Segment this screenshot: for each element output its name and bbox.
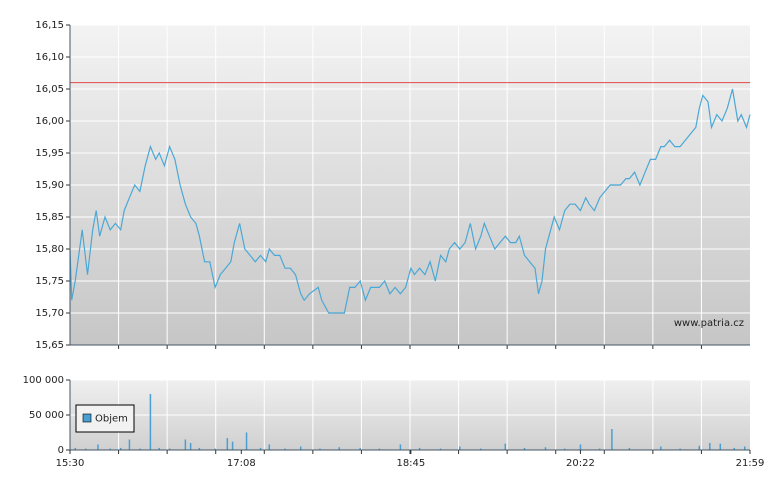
legend-label: Objem <box>95 414 128 425</box>
volume-bar <box>109 448 111 450</box>
volume-bar <box>719 443 722 450</box>
y-tick-label: 16,15 <box>35 20 64 31</box>
volume-bar <box>439 448 442 450</box>
volume-bar <box>119 447 122 450</box>
y-tick-label: 15,80 <box>35 244 64 255</box>
y-tick-label: 15,70 <box>35 308 64 319</box>
volume-bar <box>226 438 229 450</box>
volume-bar <box>611 429 613 450</box>
volume-bar <box>579 444 582 450</box>
x-tick-label: 20:22 <box>566 458 595 469</box>
volume-bar <box>284 448 286 450</box>
volume-bar <box>359 447 361 450</box>
x-tick-label: 15:30 <box>56 458 85 469</box>
volume-bar <box>459 446 461 450</box>
volume-bar <box>74 447 76 450</box>
volume-bar <box>245 432 248 450</box>
volume-bar <box>399 444 402 450</box>
volume-bar <box>418 447 421 450</box>
volume-bar <box>84 448 87 450</box>
volume-bar <box>598 448 601 450</box>
price-line <box>69 88 751 314</box>
volume-bar <box>504 443 507 450</box>
y-tick-label: 16,05 <box>35 84 64 95</box>
volume-bar <box>480 448 482 450</box>
volume-bar <box>338 447 340 450</box>
volume-bar <box>523 447 526 450</box>
volume-bar <box>679 448 681 450</box>
volume-bar <box>299 446 302 450</box>
volume-bar <box>189 443 192 450</box>
y-tick-label: 0 <box>58 445 64 456</box>
y-tick-label: 50 000 <box>29 410 64 421</box>
x-tick-label: 18:45 <box>396 458 425 469</box>
y-tick-label: 15,85 <box>35 212 64 223</box>
volume-bar <box>544 447 547 450</box>
volume-bar <box>214 448 216 450</box>
volume-bar <box>319 448 321 450</box>
y-tick-label: 15,75 <box>35 276 64 287</box>
volume-bar <box>198 447 201 450</box>
y-tick-label: 100 000 <box>23 375 64 386</box>
volume-bar <box>268 444 271 450</box>
volume-bar <box>158 447 160 450</box>
volume-bar <box>744 446 746 450</box>
x-tick-label: 17:08 <box>227 458 256 469</box>
volume-bar <box>660 446 662 450</box>
volume-bar <box>231 441 234 450</box>
volume-bar <box>259 447 262 450</box>
watermark: www.patria.cz <box>674 318 744 329</box>
volume-bar <box>733 447 736 450</box>
volume-bar <box>184 439 187 450</box>
y-tick-label: 15,90 <box>35 180 64 191</box>
volume-bar <box>139 448 141 450</box>
volume-bar <box>149 394 152 450</box>
legend-swatch <box>82 413 92 423</box>
y-tick-label: 16,00 <box>35 116 64 127</box>
volume-bar <box>698 445 701 450</box>
volume-bar <box>709 443 711 450</box>
volume-bar <box>628 447 631 450</box>
y-tick-label: 15,95 <box>35 148 64 159</box>
volume-bar <box>97 444 99 450</box>
x-tick-label: 21:59 <box>736 458 765 469</box>
volume-bar <box>168 448 171 450</box>
y-tick-label: 16,10 <box>35 52 64 63</box>
volume-bar <box>378 448 381 450</box>
volume-bar <box>563 448 566 450</box>
volume-bar <box>128 439 131 450</box>
y-tick-label: 15,65 <box>35 340 64 351</box>
